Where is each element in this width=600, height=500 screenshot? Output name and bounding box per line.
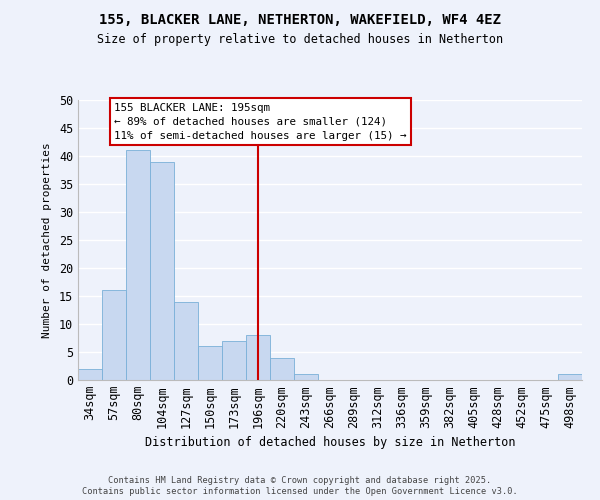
- Bar: [150, 162, 174, 380]
- Bar: [174, 302, 198, 380]
- Bar: [558, 374, 582, 380]
- Bar: [270, 358, 294, 380]
- Bar: [78, 369, 102, 380]
- Bar: [126, 150, 150, 380]
- Bar: [246, 335, 270, 380]
- Bar: [294, 374, 318, 380]
- Text: Contains public sector information licensed under the Open Government Licence v3: Contains public sector information licen…: [82, 488, 518, 496]
- Text: 155 BLACKER LANE: 195sqm
← 89% of detached houses are smaller (124)
11% of semi-: 155 BLACKER LANE: 195sqm ← 89% of detach…: [114, 103, 407, 141]
- Y-axis label: Number of detached properties: Number of detached properties: [42, 142, 52, 338]
- Text: Size of property relative to detached houses in Netherton: Size of property relative to detached ho…: [97, 32, 503, 46]
- X-axis label: Distribution of detached houses by size in Netherton: Distribution of detached houses by size …: [145, 436, 515, 449]
- Bar: [102, 290, 126, 380]
- Bar: [198, 346, 222, 380]
- Text: Contains HM Land Registry data © Crown copyright and database right 2025.: Contains HM Land Registry data © Crown c…: [109, 476, 491, 485]
- Bar: [222, 341, 246, 380]
- Text: 155, BLACKER LANE, NETHERTON, WAKEFIELD, WF4 4EZ: 155, BLACKER LANE, NETHERTON, WAKEFIELD,…: [99, 12, 501, 26]
